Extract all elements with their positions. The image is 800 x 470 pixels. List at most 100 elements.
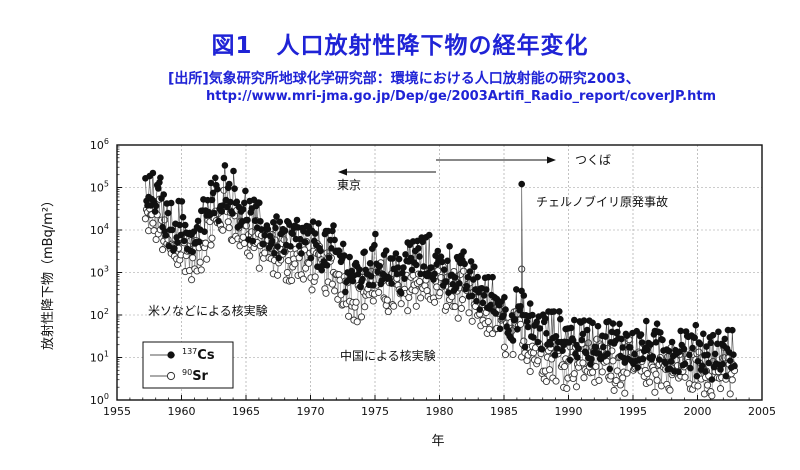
data-point-137cs — [559, 347, 566, 355]
data-point-90sr — [612, 376, 620, 385]
data-point-90sr — [436, 289, 444, 297]
data-point-90sr — [716, 385, 725, 393]
data-point-137cs — [295, 242, 303, 250]
data-point-137cs — [281, 227, 289, 234]
data-point-90sr — [613, 367, 621, 375]
data-point-137cs — [667, 358, 675, 365]
data-point-137cs — [480, 292, 488, 299]
data-point-90sr — [415, 277, 424, 286]
data-point-137cs — [529, 311, 536, 319]
data-point-137cs — [231, 185, 238, 192]
data-point-137cs — [302, 239, 309, 246]
data-point-137cs — [709, 331, 717, 339]
data-point-90sr — [623, 369, 631, 377]
data-point-137cs — [210, 209, 218, 217]
data-point-137cs — [538, 346, 546, 353]
data-point-137cs — [331, 236, 338, 244]
x-tick-label: 1995 — [619, 405, 647, 418]
data-point-137cs — [526, 300, 534, 307]
data-point-137cs — [471, 263, 478, 271]
data-point-137cs — [416, 253, 423, 260]
data-point-90sr — [261, 249, 269, 257]
data-point-137cs — [567, 324, 575, 332]
data-point-137cs — [249, 237, 257, 245]
data-point-137cs — [578, 336, 586, 344]
data-point-137cs — [445, 289, 452, 297]
data-point-137cs — [194, 217, 202, 225]
data-point-90sr — [288, 276, 296, 285]
data-point-137cs — [731, 362, 738, 370]
data-point-137cs — [517, 303, 524, 310]
data-point-137cs — [551, 351, 559, 359]
data-point-137cs — [703, 343, 710, 350]
data-point-137cs — [609, 320, 617, 327]
tsukuba-label: つくば — [575, 153, 611, 167]
data-point-137cs — [366, 260, 374, 267]
data-point-90sr — [451, 303, 459, 311]
data-point-90sr — [423, 287, 431, 295]
data-point-137cs — [287, 243, 294, 250]
data-point-137cs — [644, 346, 651, 354]
data-point-137cs — [438, 258, 446, 266]
data-point-90sr — [390, 302, 398, 310]
data-point-137cs — [587, 360, 594, 368]
data-point-137cs — [619, 344, 626, 351]
x-tick-label: 1975 — [361, 405, 389, 418]
data-point-137cs — [371, 241, 378, 249]
data-point-137cs — [394, 264, 402, 271]
data-point-90sr — [457, 304, 465, 312]
data-point-137cs — [647, 341, 654, 348]
data-point-90sr — [384, 308, 392, 316]
data-point-137cs — [721, 335, 729, 343]
data-point-137cs — [602, 333, 609, 340]
data-point-137cs — [501, 294, 508, 301]
data-point-90sr — [383, 296, 391, 304]
chernobyl-label: チェルノブイリ原発事故 — [536, 194, 668, 209]
data-point-137cs — [239, 206, 247, 213]
data-point-137cs — [399, 269, 406, 277]
data-point-137cs — [446, 243, 453, 250]
data-point-137cs — [708, 376, 716, 383]
data-point-137cs — [707, 339, 715, 347]
data-point-137cs — [233, 198, 241, 206]
data-point-137cs — [618, 335, 625, 343]
data-point-137cs — [167, 199, 175, 207]
data-point-137cs — [260, 240, 267, 248]
data-point-137cs — [680, 345, 688, 353]
data-point-137cs — [521, 343, 529, 351]
data-point-137cs — [428, 264, 435, 271]
data-point-137cs — [575, 345, 582, 352]
data-point-137cs — [346, 253, 353, 261]
data-point-137cs — [298, 250, 305, 257]
data-point-137cs — [616, 320, 623, 328]
x-axis-label: 年 — [431, 434, 444, 449]
data-point-137cs — [662, 359, 669, 367]
data-point-137cs — [655, 356, 663, 363]
data-point-90sr — [570, 370, 578, 378]
data-point-137cs — [547, 341, 554, 348]
data-point-137cs — [502, 306, 509, 313]
data-point-137cs — [692, 321, 700, 329]
data-point-137cs — [293, 216, 301, 224]
plot-frame — [116, 144, 763, 401]
data-point-90sr — [357, 313, 366, 321]
data-point-137cs — [715, 328, 722, 336]
data-point-137cs — [270, 219, 277, 226]
data-point-137cs — [482, 286, 490, 293]
data-point-137cs — [533, 318, 540, 326]
data-point-137cs — [681, 360, 689, 368]
data-point-137cs — [466, 268, 474, 275]
data-point-90sr — [526, 367, 534, 376]
data-point-137cs — [479, 299, 487, 307]
data-point-137cs — [588, 355, 595, 363]
data-point-137cs — [218, 208, 225, 215]
data-point-90sr — [704, 381, 712, 389]
data-point-90sr — [501, 351, 510, 359]
data-point-137cs — [169, 226, 176, 234]
y-tick-label: 102 — [90, 307, 109, 322]
data-point-137cs — [571, 316, 578, 324]
data-point-137cs — [463, 282, 471, 290]
data-point-137cs — [325, 254, 333, 261]
data-point-137cs — [677, 327, 684, 335]
data-point-90sr — [141, 215, 149, 223]
